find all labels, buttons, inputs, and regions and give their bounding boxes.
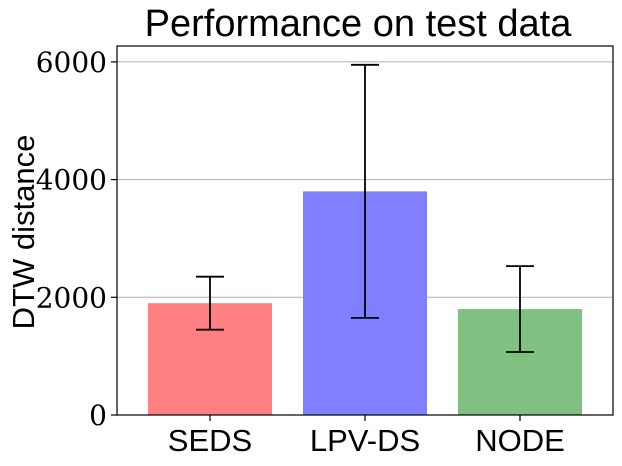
y-tick-label-4000: 4000 bbox=[36, 164, 107, 197]
y-tick-label-2000: 2000 bbox=[36, 281, 107, 314]
chart-title: Performance on test data bbox=[145, 3, 573, 45]
y-tick-label-0: 0 bbox=[89, 399, 107, 432]
x-tick-label-node: NODE bbox=[475, 423, 565, 458]
y-ticks: 0 2000 4000 6000 bbox=[36, 46, 117, 432]
y-axis-label: DTW distance bbox=[6, 135, 41, 330]
x-ticks: SEDS LPV-DS NODE bbox=[168, 415, 565, 458]
y-tick-label-6000: 6000 bbox=[36, 46, 107, 79]
x-tick-label-lpv-ds: LPV-DS bbox=[310, 423, 420, 458]
x-tick-label-seds: SEDS bbox=[168, 423, 252, 458]
error-bars bbox=[196, 63, 534, 353]
